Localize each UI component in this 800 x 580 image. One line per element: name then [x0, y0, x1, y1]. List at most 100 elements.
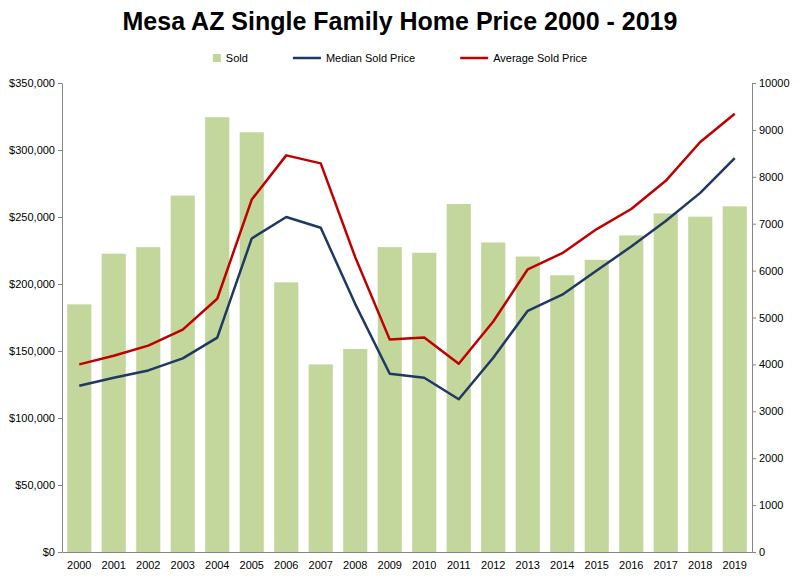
- chart: $0$50,000$100,000$150,000$200,000$250,00…: [0, 0, 800, 580]
- tick-label: $350,000: [9, 77, 55, 89]
- x-tick: 2008: [343, 552, 367, 571]
- tick-label: 3000: [759, 405, 783, 417]
- tick-label: 2010: [412, 559, 436, 571]
- x-tick: 2017: [654, 552, 678, 571]
- x-tick: 2005: [240, 552, 264, 571]
- y2-tick: 0: [752, 546, 765, 558]
- y2-tick: 10000: [752, 77, 790, 89]
- tick-mark: [752, 83, 756, 84]
- tick-label: 2018: [688, 559, 712, 571]
- tick-label: 2002: [136, 559, 160, 571]
- legend-label: Average Sold Price: [493, 52, 587, 64]
- x-tick: 2018: [688, 552, 712, 571]
- x-tick: 2006: [274, 552, 298, 571]
- y2-tick: 8000: [752, 171, 783, 183]
- tick-label: 2008: [343, 559, 367, 571]
- y2-axis: 0100020003000400050006000700080009000100…: [752, 77, 790, 558]
- bar: [481, 242, 505, 552]
- bar: [171, 196, 195, 552]
- x-tick: 2019: [723, 552, 747, 571]
- x-tick: 2000: [67, 552, 91, 571]
- x-tick: 2009: [378, 552, 402, 571]
- tick-label: $0: [43, 546, 55, 558]
- bar: [102, 254, 126, 552]
- tick-label: 2016: [619, 559, 643, 571]
- legend-label: Sold: [226, 52, 248, 64]
- bar: [619, 235, 643, 552]
- line: [79, 114, 735, 365]
- tick-label: 2000: [759, 452, 783, 464]
- x-tick: 2012: [481, 552, 505, 571]
- bar: [516, 257, 540, 552]
- tick-label: 2004: [205, 559, 229, 571]
- tick-mark: [752, 411, 756, 412]
- x-tick: 2004: [205, 552, 229, 571]
- tick-mark: [752, 505, 756, 506]
- bar: [136, 247, 160, 552]
- bar: [67, 304, 91, 552]
- title: Mesa AZ Single Family Home Price 2000 - …: [123, 7, 678, 35]
- tick-mark: [58, 351, 62, 352]
- y2-tick: 7000: [752, 218, 783, 230]
- y-tick: $350,000: [9, 77, 62, 89]
- x-tick: 2002: [136, 552, 160, 571]
- tick-label: 2003: [171, 559, 195, 571]
- tick-label: 2006: [274, 559, 298, 571]
- tick-label: 7000: [759, 218, 783, 230]
- legend: Sold Median Sold Price Average Sold Price: [213, 52, 587, 64]
- tick-mark: [58, 284, 62, 285]
- bar: [274, 282, 298, 552]
- bar: [309, 364, 333, 552]
- tick-mark: [752, 458, 756, 459]
- x-tick: 2001: [102, 552, 126, 571]
- tick-label: 6000: [759, 265, 783, 277]
- axis-line: [63, 552, 753, 553]
- bar: [447, 204, 471, 552]
- y2-tick: 9000: [752, 124, 783, 136]
- bar: [654, 213, 678, 552]
- bar: [412, 253, 436, 552]
- x-tick: 2015: [585, 552, 609, 571]
- tick-label: 2011: [447, 559, 471, 571]
- legend-label: Median Sold Price: [326, 52, 415, 64]
- tick-label: 9000: [759, 124, 783, 136]
- tick-label: 2012: [481, 559, 505, 571]
- plot-area: [67, 114, 747, 552]
- tick-mark: [58, 552, 62, 553]
- y-tick: $0: [43, 546, 62, 558]
- bar: [343, 349, 367, 552]
- axis-line: [62, 84, 63, 553]
- x-tick: 2016: [619, 552, 643, 571]
- tick-mark: [58, 217, 62, 218]
- y-tick: $200,000: [9, 278, 62, 290]
- tick-mark: [58, 418, 62, 419]
- bar: [585, 260, 609, 552]
- y2-tick: 2000: [752, 452, 783, 464]
- y2-tick: 4000: [752, 358, 783, 370]
- tick-mark: [752, 130, 756, 131]
- tick-label: 2005: [240, 559, 264, 571]
- y-tick: $50,000: [15, 479, 62, 491]
- bar: [723, 206, 747, 552]
- tick-label: 2019: [723, 559, 747, 571]
- tick-mark: [752, 364, 756, 365]
- tick-mark: [58, 83, 62, 84]
- y2-tick: 6000: [752, 265, 783, 277]
- legend-item: Average Sold Price: [460, 52, 587, 64]
- tick-label: $250,000: [9, 211, 55, 223]
- tick-label: 2015: [585, 559, 609, 571]
- tick-label: 2014: [550, 559, 574, 571]
- tick-mark: [752, 224, 756, 225]
- y2-tick: 3000: [752, 405, 783, 417]
- tick-mark: [752, 177, 756, 178]
- tick-label: 0: [759, 546, 765, 558]
- tick-label: 4000: [759, 358, 783, 370]
- x-tick: 2013: [516, 552, 540, 571]
- legend-item: Median Sold Price: [293, 52, 415, 64]
- legend-swatch: [213, 54, 221, 62]
- y-tick: $300,000: [9, 144, 62, 156]
- x-tick: 2003: [171, 552, 195, 571]
- bar: [378, 247, 402, 552]
- tick-label: 2013: [516, 559, 540, 571]
- tick-label: $50,000: [15, 479, 55, 491]
